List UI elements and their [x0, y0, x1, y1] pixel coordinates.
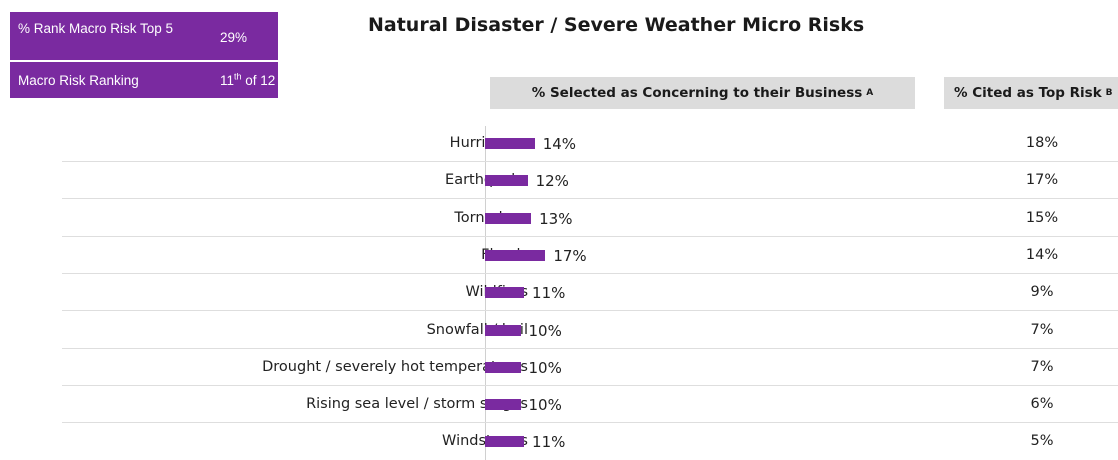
- category-label: Drought / severely hot temperatures: [262, 358, 528, 375]
- kpi-ranking-box: Macro Risk Ranking 11th of 12: [10, 62, 278, 98]
- bar-concerning: [485, 399, 521, 411]
- chart-row: Drought / severely hot temperatures 10% 7%: [62, 349, 1118, 386]
- bar-value-label: 10%: [528, 358, 562, 377]
- top-risk-value: 15%: [1025, 209, 1059, 226]
- bar-concerning: [485, 138, 535, 149]
- top-risk-value: 14%: [1025, 246, 1059, 263]
- row-separator: [62, 198, 1118, 200]
- bar-value-label: 10%: [528, 321, 562, 340]
- bar-concerning: [485, 175, 528, 187]
- row-separator: [62, 272, 1118, 274]
- bar-concerning: [485, 249, 546, 261]
- top-risk-value: 9%: [1030, 284, 1054, 301]
- row-separator: [62, 384, 1118, 386]
- kpi-ranking-of: of 12: [241, 73, 276, 88]
- row-separator: [62, 310, 1118, 312]
- bar-value-label: 10%: [528, 396, 562, 415]
- chart-row: Floods17%14%: [62, 237, 1118, 274]
- chart-row: Rising sea level / storm surges 10% 6%: [62, 386, 1118, 424]
- kpi-rank-box: % Rank Macro Risk Top 5 29%: [10, 12, 278, 60]
- kpi-ranking-number: 11: [220, 73, 235, 88]
- kpi-rank-value: 29%: [220, 30, 248, 45]
- row-separator: [62, 235, 1118, 237]
- top-risk-value: 5%: [1030, 433, 1054, 450]
- row-separator: [62, 161, 1118, 162]
- column-header-top-risk-text: % Cited as Top Risk: [954, 85, 1102, 101]
- chart-title: Natural Disaster / Severe Weather Micro …: [368, 14, 865, 36]
- top-risk-value: 18%: [1025, 135, 1059, 151]
- column-header-top-risk: % Cited as Top Risk B: [944, 77, 1118, 109]
- chart-row: Tornadoes13%15%: [62, 200, 1118, 237]
- top-risk-value: 7%: [1030, 321, 1054, 338]
- column-header-top-risk-note: B: [1105, 88, 1113, 98]
- chart-row: Windstorms11%5%: [62, 423, 1118, 460]
- column-header-concerning-note: A: [866, 88, 874, 98]
- top-risk-value: 7%: [1030, 358, 1054, 375]
- kpi-ranking-ordinal: th: [234, 71, 242, 82]
- chart-row: Hurricanes14%18%: [62, 125, 1118, 162]
- chart-row: Earthquake12%17%: [62, 162, 1118, 200]
- kpi-ranking-label: Macro Risk Ranking: [18, 73, 139, 88]
- kpi-ranking-value: 11th of 12: [220, 71, 276, 88]
- kpi-rank-label: % Rank Macro Risk Top 5: [18, 21, 174, 36]
- category-label: Rising sea level / storm surges: [306, 396, 528, 413]
- bar-concerning: [485, 287, 525, 299]
- chart-row: Wildfires11%9%: [62, 274, 1118, 312]
- top-risk-value: 6%: [1030, 396, 1054, 413]
- bar-concerning: [485, 212, 532, 224]
- bar-value-label: 13%: [539, 209, 573, 228]
- bar-value-label: 17%: [553, 246, 587, 265]
- bar-value-label: 12%: [535, 172, 569, 191]
- column-header-concerning: % Selected as Concerning to their Busine…: [490, 77, 915, 109]
- chart-row: Snowfall / hail 10% 7%: [62, 312, 1118, 349]
- bar-concerning: [485, 436, 525, 448]
- row-separator: [62, 422, 1118, 424]
- row-separator: [62, 347, 1118, 349]
- top-risk-value: 17%: [1025, 172, 1059, 189]
- bar-value-label: 14%: [542, 135, 577, 153]
- bar-value-label: 11%: [532, 433, 566, 452]
- bar-value-label: 11%: [532, 284, 566, 303]
- bar-concerning: [485, 361, 521, 373]
- column-header-concerning-text: % Selected as Concerning to their Busine…: [531, 85, 863, 101]
- bar-concerning: [485, 324, 521, 336]
